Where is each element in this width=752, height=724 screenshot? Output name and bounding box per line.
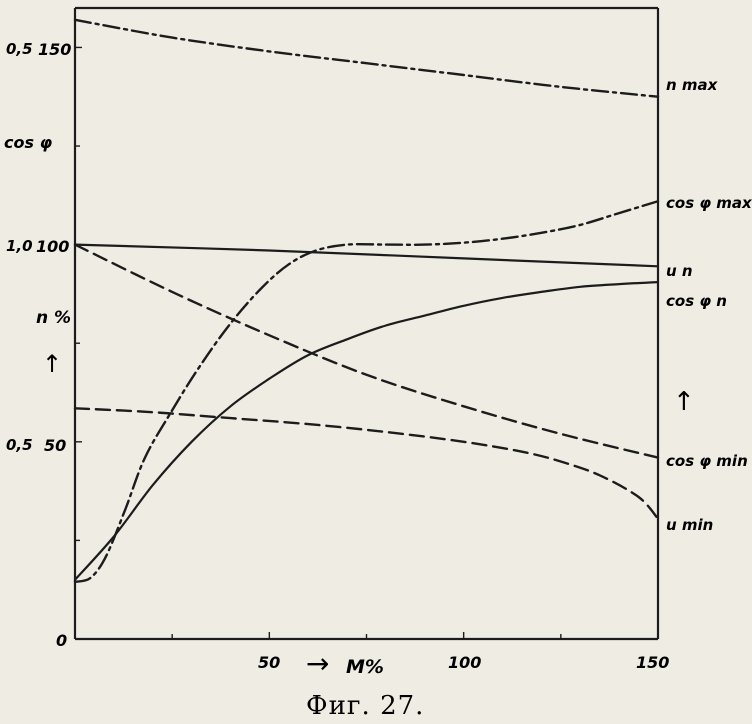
left-cos-axis-label: cos φ <box>4 133 53 152</box>
x-axis-arrow: → <box>306 647 329 680</box>
series-line-u-n <box>73 243 660 268</box>
label-u-min: u min <box>666 516 713 534</box>
label-cos-phi-min: cos φ min <box>666 452 748 470</box>
x-tick-100: 100 <box>448 653 481 672</box>
figure-caption: Фиг. 27. <box>306 691 424 721</box>
label-cos-phi-n: cos φ n <box>666 292 727 310</box>
left-cos-tick-middle: 1,0 <box>6 237 33 255</box>
x-tick-150: 150 <box>636 653 669 672</box>
left-n-tick-50: 50 <box>44 436 66 455</box>
label-n-max: n max <box>666 76 719 94</box>
series-line-cos-max <box>73 200 660 583</box>
series-lines <box>73 18 660 583</box>
label-u-n: u n <box>666 262 693 280</box>
left-n-axis-label: n % <box>36 308 71 328</box>
axis-ticks <box>75 46 562 639</box>
left-n-tick-150: 150 <box>38 40 71 59</box>
left-n-tick-100: 100 <box>36 237 69 256</box>
x-axis-label: M% <box>346 656 384 678</box>
series-line-cos-n <box>73 281 660 581</box>
series-line-cos-min <box>73 243 660 459</box>
series-line-n-max <box>73 18 660 98</box>
left-cos-tick-bottom: 0,5 <box>6 436 33 454</box>
right-up-arrow: ↑ <box>673 387 695 417</box>
label-cos-phi-max: cos φ max <box>666 194 752 212</box>
series-line-u-min <box>73 407 660 520</box>
left-n-tick-0: 0 <box>56 631 67 650</box>
x-tick-50: 50 <box>258 653 280 672</box>
left-cos-tick-top: 0,5 <box>6 40 33 58</box>
left-axis-up-arrow: ↑ <box>42 350 62 378</box>
